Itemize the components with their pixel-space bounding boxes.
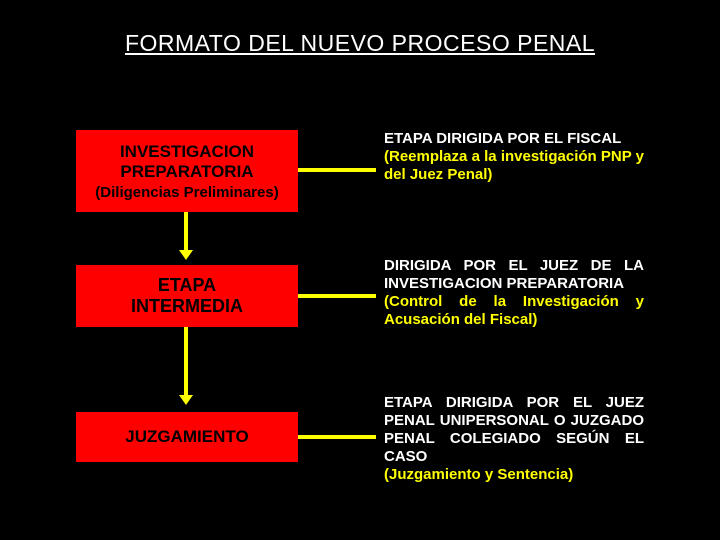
- description-block: ETAPA DIRIGIDA POR EL FISCAL (Reemplaza …: [384, 130, 644, 184]
- desc-detail: (Control de la Investigación y Acusación…: [384, 293, 644, 328]
- desc-heading: DIRIGIDA POR EL JUEZ DE LA INVESTIGACION…: [384, 257, 644, 292]
- stage-label: JUZGAMIENTO: [125, 427, 248, 447]
- page-title: FORMATO DEL NUEVO PROCESO PENAL: [0, 30, 720, 57]
- description-block: ETAPA DIRIGIDA POR EL JUEZ PENAL UNIPERS…: [384, 394, 644, 484]
- desc-heading: ETAPA DIRIGIDA POR EL FISCAL: [384, 130, 621, 147]
- stage-box-investigacion: INVESTIGACION PREPARATORIA (Diligencias …: [76, 130, 298, 212]
- stage-box-intermedia: ETAPA INTERMEDIA: [76, 265, 298, 327]
- connector-line: [298, 435, 376, 439]
- stage-label: ETAPA: [158, 275, 216, 296]
- desc-heading: ETAPA DIRIGIDA POR EL JUEZ PENAL UNIPERS…: [384, 394, 644, 465]
- stage-label: PREPARATORIA: [120, 162, 253, 182]
- connector-line: [298, 294, 376, 298]
- stage-label: INVESTIGACION: [120, 142, 254, 162]
- arrow-down-icon: [184, 212, 188, 252]
- description-block: DIRIGIDA POR EL JUEZ DE LA INVESTIGACION…: [384, 257, 644, 329]
- desc-detail: (Juzgamiento y Sentencia): [384, 466, 573, 483]
- arrow-down-icon: [184, 327, 188, 397]
- stage-box-juzgamiento: JUZGAMIENTO: [76, 412, 298, 462]
- connector-line: [298, 168, 376, 172]
- stage-label: INTERMEDIA: [131, 296, 243, 317]
- desc-detail: (Reemplaza a la investigación PNP y del …: [384, 148, 644, 183]
- stage-sublabel: (Diligencias Preliminares): [95, 184, 278, 201]
